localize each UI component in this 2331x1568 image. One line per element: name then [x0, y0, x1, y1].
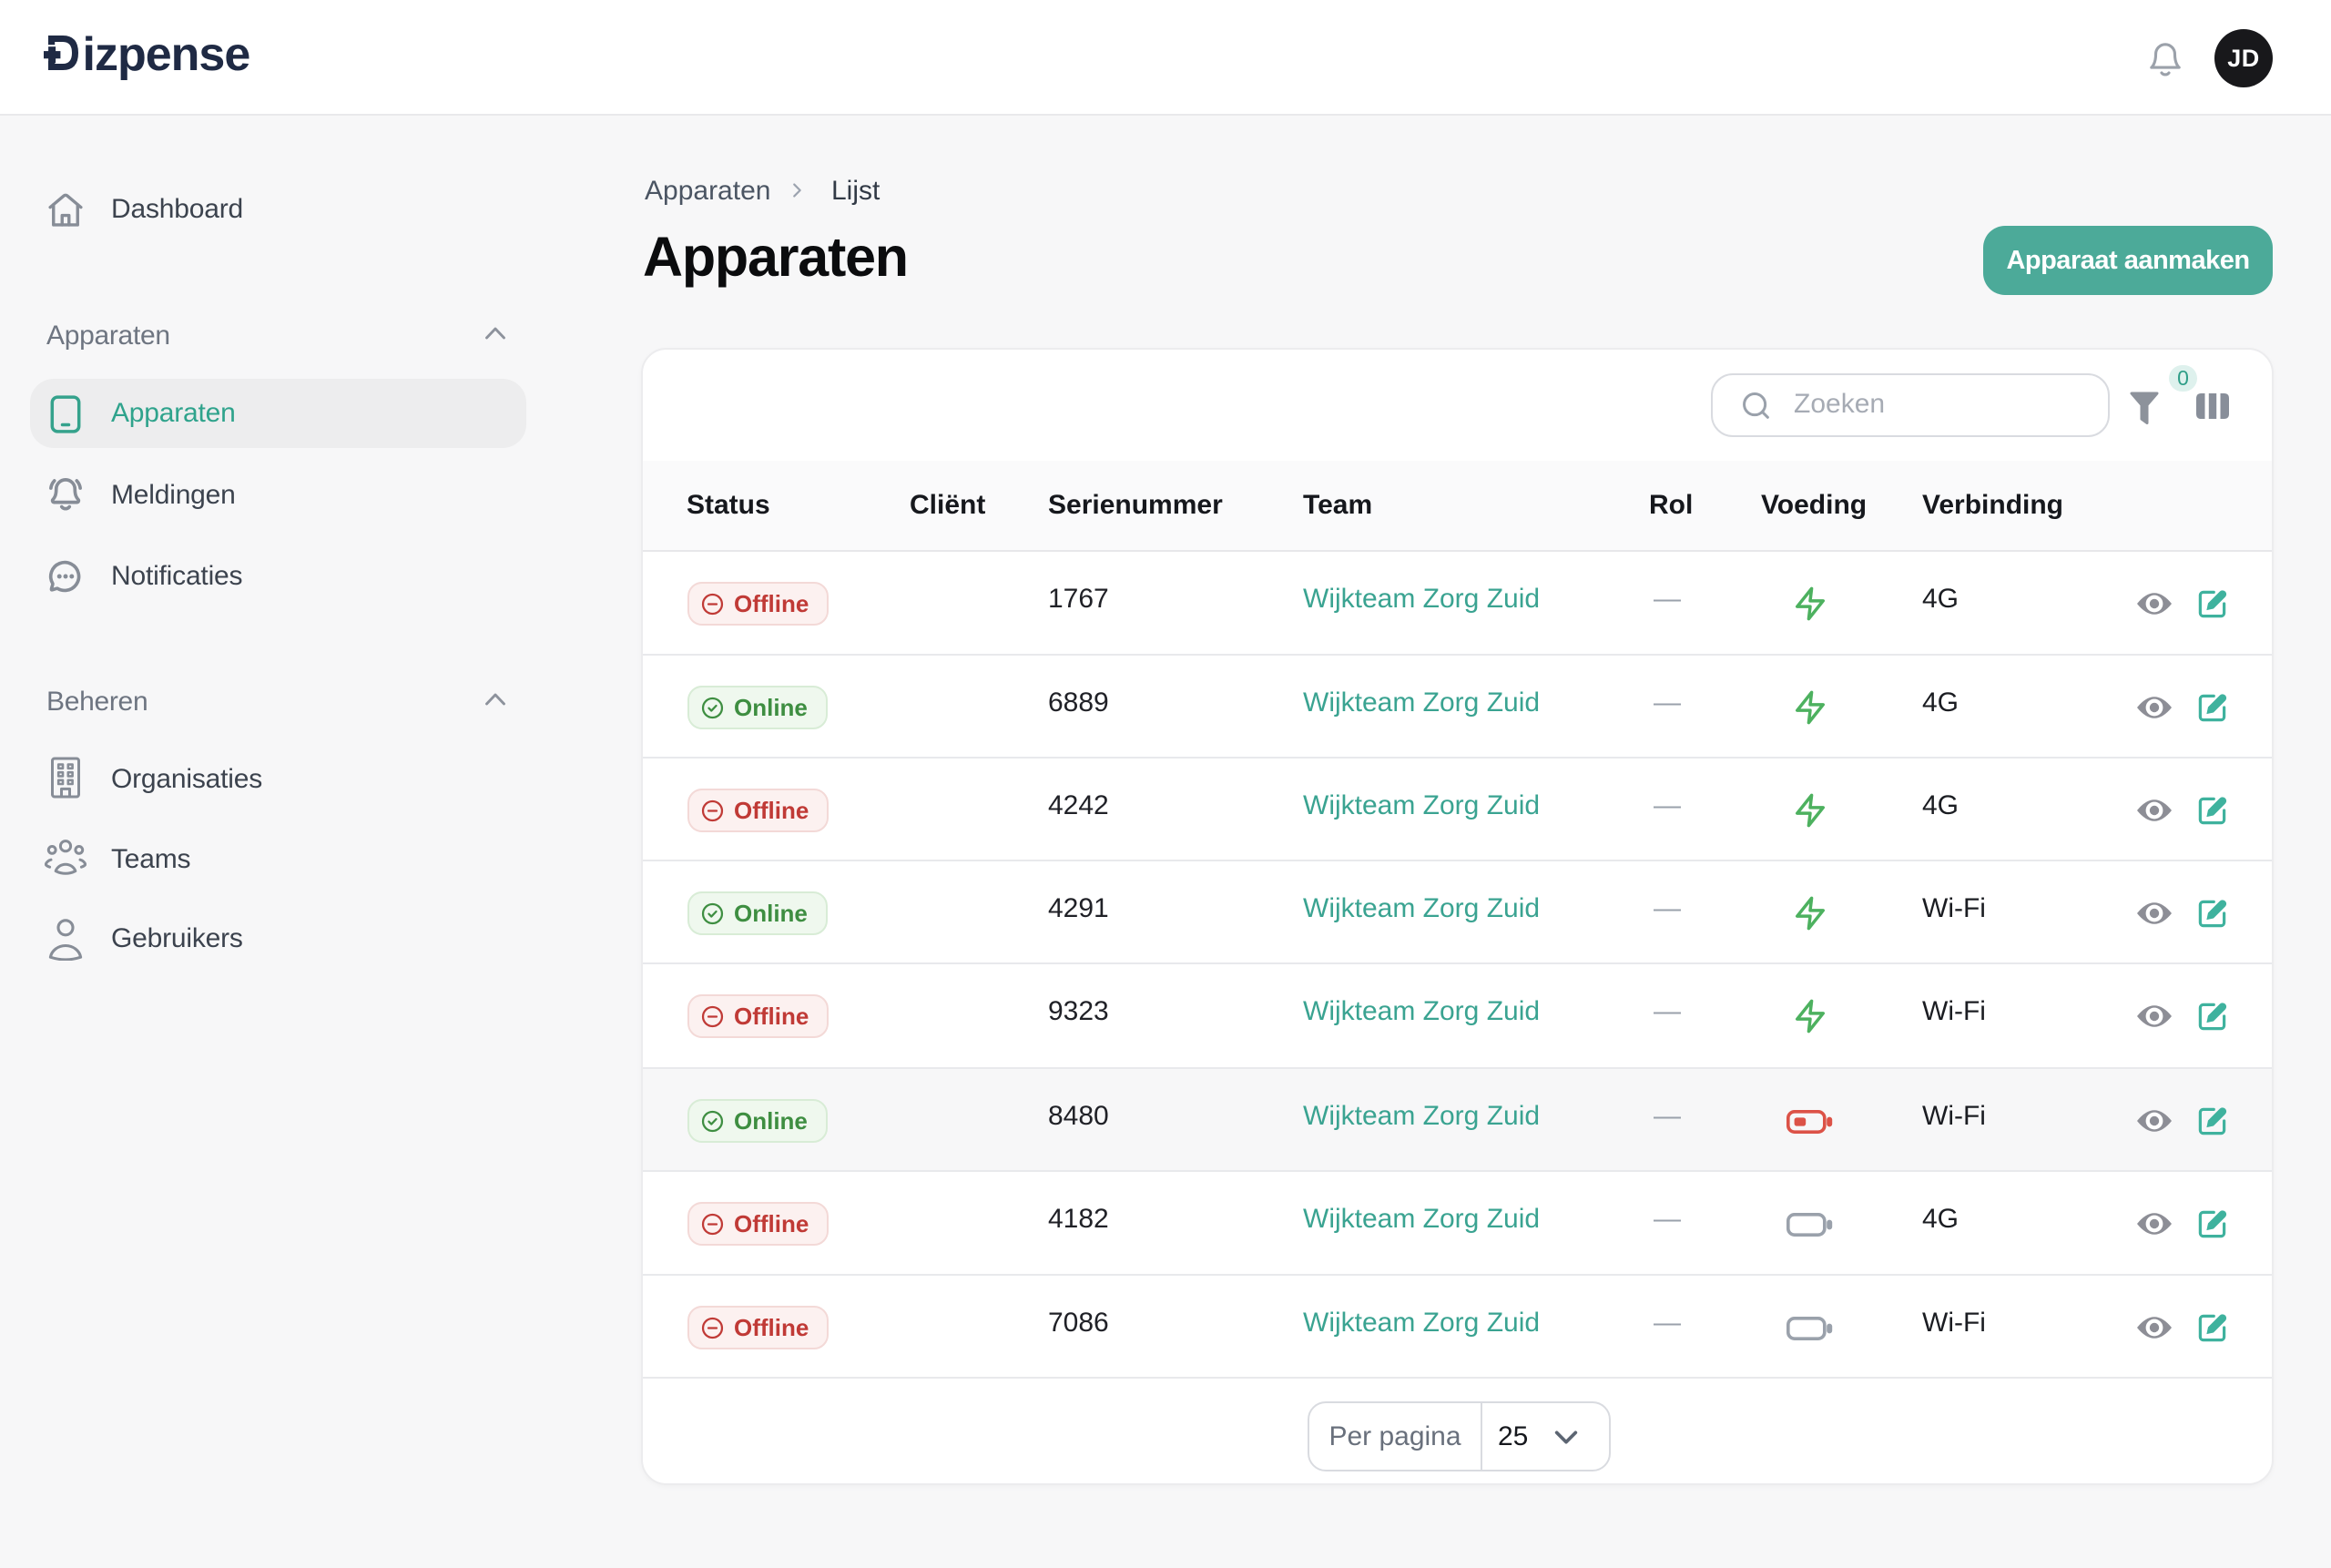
- svg-text:izpense: izpense: [83, 33, 250, 81]
